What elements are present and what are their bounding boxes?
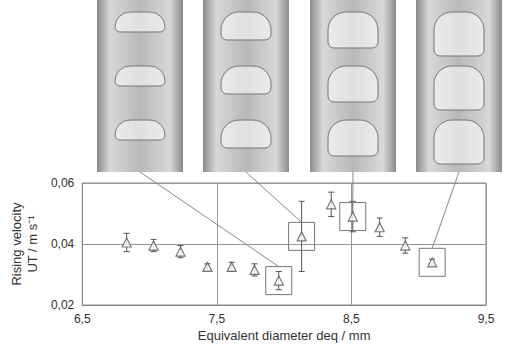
svg-text:6,5: 6,5 — [74, 312, 91, 326]
svg-text:0,04: 0,04 — [51, 237, 75, 251]
svg-text:0,06: 0,06 — [51, 176, 75, 190]
svg-text:9,5: 9,5 — [478, 312, 495, 326]
svg-text:UT / m s⁻¹: UT / m s⁻¹ — [25, 215, 40, 273]
svg-text:Equivalent diameter deq / mm: Equivalent diameter deq / mm — [198, 328, 371, 343]
svg-text:0,02: 0,02 — [51, 298, 75, 312]
svg-text:8,5: 8,5 — [343, 312, 360, 326]
svg-text:7,5: 7,5 — [208, 312, 225, 326]
svg-text:Rising velocity: Rising velocity — [9, 202, 24, 286]
